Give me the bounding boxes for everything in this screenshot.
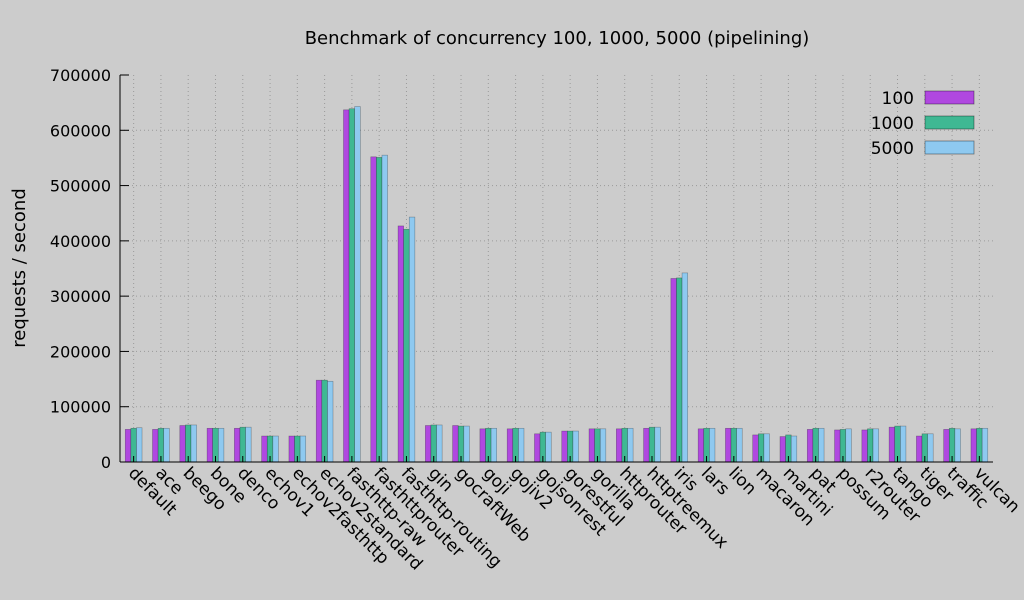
bar bbox=[790, 435, 798, 463]
axes bbox=[119, 74, 993, 463]
bar bbox=[452, 425, 459, 463]
bar bbox=[627, 427, 634, 463]
y-axis-label: requests / second bbox=[9, 188, 30, 348]
bar bbox=[588, 428, 595, 463]
bar bbox=[261, 435, 268, 463]
bar bbox=[534, 433, 541, 463]
bar bbox=[343, 109, 350, 463]
legend-label: 5000 bbox=[871, 139, 914, 159]
bar bbox=[408, 216, 416, 463]
bar bbox=[321, 379, 328, 463]
bar bbox=[676, 277, 683, 463]
y-tick-label: 100000 bbox=[50, 398, 111, 417]
bar bbox=[179, 425, 186, 463]
bar bbox=[954, 428, 961, 463]
bar bbox=[888, 426, 896, 463]
bar bbox=[425, 425, 432, 463]
bar bbox=[779, 436, 786, 463]
bar bbox=[736, 427, 743, 463]
bar bbox=[709, 427, 716, 463]
bar bbox=[506, 428, 514, 463]
bar bbox=[572, 430, 579, 463]
bar bbox=[616, 428, 623, 463]
bar bbox=[518, 427, 525, 463]
bar bbox=[288, 435, 295, 463]
bar bbox=[916, 435, 923, 463]
bar bbox=[834, 429, 841, 463]
bar bbox=[681, 272, 688, 463]
bar bbox=[970, 428, 977, 463]
bar bbox=[190, 424, 197, 463]
bar bbox=[943, 429, 950, 463]
bar bbox=[981, 427, 989, 463]
bar bbox=[348, 108, 355, 463]
bar bbox=[376, 157, 383, 463]
y-tick-label: 700000 bbox=[50, 66, 111, 85]
bar bbox=[206, 427, 213, 463]
bar bbox=[861, 429, 868, 463]
bar bbox=[436, 424, 443, 463]
bar bbox=[245, 426, 252, 463]
bar bbox=[136, 427, 143, 463]
bar bbox=[845, 428, 852, 463]
bar bbox=[806, 429, 814, 463]
bar bbox=[403, 228, 410, 463]
bar bbox=[217, 427, 225, 463]
bar bbox=[927, 433, 934, 463]
bar bbox=[752, 434, 759, 463]
chart-title: Benchmark of concurrency 100, 1000, 5000… bbox=[305, 28, 810, 49]
bar bbox=[272, 435, 279, 463]
bar bbox=[152, 429, 159, 463]
y-tick-label: 600000 bbox=[50, 121, 111, 140]
bar bbox=[763, 433, 770, 463]
bar bbox=[561, 430, 568, 463]
bar bbox=[670, 278, 677, 463]
y-tick-label: 0 bbox=[101, 453, 111, 472]
bar bbox=[872, 428, 879, 463]
y-tick-label: 200000 bbox=[50, 342, 111, 361]
y-tick-labels: 0 100000 200000 300000 400000 500000 600000 700… bbox=[50, 66, 111, 472]
legend-swatch bbox=[924, 90, 975, 105]
bar bbox=[234, 427, 241, 463]
legend-swatch bbox=[924, 115, 975, 130]
y-tick-label: 300000 bbox=[50, 287, 111, 306]
bar bbox=[163, 427, 170, 463]
bars bbox=[124, 106, 989, 463]
y-tick-label: 400000 bbox=[50, 232, 111, 251]
bar bbox=[315, 379, 323, 463]
bar bbox=[327, 380, 334, 463]
bar bbox=[654, 426, 661, 463]
bar bbox=[299, 435, 307, 463]
legend-label: 1000 bbox=[871, 114, 914, 134]
bar bbox=[370, 156, 377, 463]
bar bbox=[725, 427, 732, 463]
bar bbox=[397, 225, 404, 463]
bar bbox=[490, 427, 497, 463]
y-tick-label: 500000 bbox=[50, 177, 111, 196]
bar bbox=[599, 428, 607, 463]
grid-lines bbox=[120, 75, 993, 462]
bar bbox=[124, 429, 132, 463]
bar bbox=[545, 431, 552, 463]
bar bbox=[643, 427, 650, 463]
bar bbox=[354, 106, 361, 463]
bar bbox=[463, 425, 470, 463]
bar bbox=[900, 425, 907, 463]
bar bbox=[697, 428, 705, 463]
bar bbox=[381, 154, 388, 463]
legend-label: 100 bbox=[882, 89, 914, 109]
bar bbox=[818, 427, 825, 463]
legend: 100 1000 5000 bbox=[871, 89, 975, 159]
bar bbox=[479, 428, 486, 463]
legend-swatch bbox=[924, 140, 975, 155]
